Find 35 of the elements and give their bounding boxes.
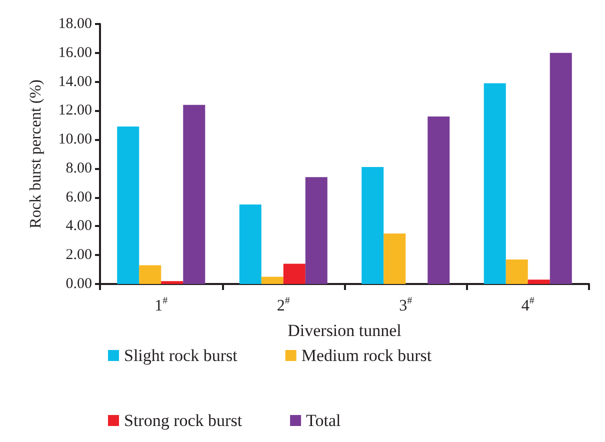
x-tick-label: 3# [399, 296, 412, 314]
y-tick-label: 0.00 [66, 276, 92, 292]
bar [139, 265, 162, 284]
bar [506, 259, 528, 284]
bar [428, 116, 450, 284]
bar [528, 280, 550, 284]
y-tick-label: 14.00 [58, 74, 92, 90]
bar [117, 126, 140, 284]
bar [362, 167, 384, 284]
y-tick-label: 16.00 [58, 44, 92, 61]
x-tick-label: 1# [154, 296, 168, 314]
y-tick-label: 8.00 [66, 160, 92, 176]
bar [283, 264, 306, 284]
y-tick-label: 6.00 [66, 189, 92, 206]
y-axis-title: Rock burst percent (%) [28, 80, 44, 228]
x-axis-title: Diversion tunnel [288, 321, 402, 340]
bar [484, 83, 506, 284]
y-tick-label: 2.00 [66, 247, 92, 264]
legend-label: Medium rock burst [301, 346, 432, 365]
y-tick-label: 10.00 [58, 132, 92, 148]
legend-label: Strong rock burst [124, 411, 242, 430]
bar [305, 177, 328, 284]
bar [384, 233, 406, 284]
legend-label: Total [306, 411, 342, 430]
y-tick-label: 12.00 [58, 102, 92, 119]
x-tick-label: 4# [521, 296, 534, 314]
bar [261, 276, 284, 284]
y-tick-label: 4.00 [66, 218, 92, 234]
bar [550, 52, 572, 284]
legend-label: Slight rock burst [124, 346, 238, 365]
y-tick-label: 18.00 [58, 16, 92, 32]
bar [239, 204, 262, 284]
bar [183, 104, 206, 284]
x-tick-label: 2# [276, 296, 290, 314]
bar [161, 281, 184, 284]
